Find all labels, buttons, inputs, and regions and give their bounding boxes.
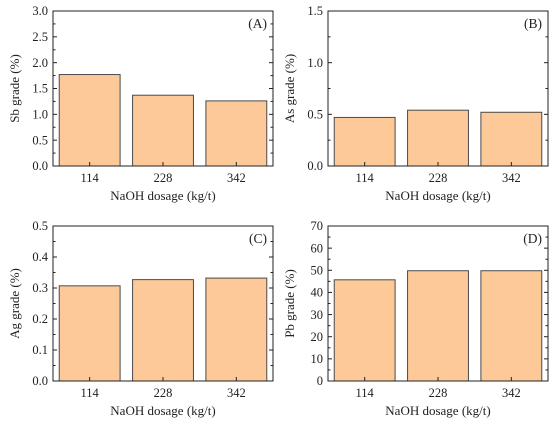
x-tick-label: 342 — [502, 386, 521, 400]
x-tick-label: 342 — [502, 171, 521, 185]
x-axis-title: NaOH dosage (kg/t) — [110, 403, 215, 418]
y-tick-label: 3.0 — [32, 4, 48, 18]
y-tick-label: 0.0 — [32, 159, 48, 173]
bar-114 — [58, 285, 121, 382]
y-axis-title: Pb grade (%) — [282, 269, 297, 338]
y-tick-label: 30 — [311, 308, 324, 322]
y-tick-label: 2.0 — [32, 56, 48, 70]
y-tick-label: 1.5 — [307, 4, 323, 18]
x-axis-title: NaOH dosage (kg/t) — [385, 403, 490, 418]
y-tick-label: 70 — [311, 219, 324, 233]
y-axis-title: Sb grade (%) — [7, 54, 22, 123]
bar-342 — [480, 111, 543, 167]
y-tick-label: 60 — [311, 241, 324, 255]
panel-label: (A) — [248, 16, 267, 31]
y-tick-label: 0.5 — [307, 108, 323, 122]
y-axis-title: Ag grade (%) — [7, 268, 22, 339]
y-tick-label: 0.2 — [32, 312, 48, 326]
x-tick-label: 228 — [429, 386, 448, 400]
bar-342 — [205, 277, 268, 382]
panel-label: (D) — [523, 231, 542, 246]
y-tick-label: 2.5 — [32, 30, 48, 44]
y-tick-label: 1.0 — [32, 108, 48, 122]
y-tick-label: 0.3 — [32, 281, 48, 295]
y-tick-label: 0.0 — [32, 374, 48, 388]
bar-114 — [333, 116, 396, 167]
y-tick-label: 0 — [317, 374, 323, 388]
chart-panel-d: 0 10 20 30 40 50 60 70 114 228 342 NaOH dosage (kg/… — [282, 219, 549, 418]
bar-342 — [205, 100, 268, 167]
bar-228 — [132, 279, 194, 382]
chart-panel-a: 0.0 0.5 1.0 1.5 2.0 2.5 3.0 114 228 342 NaOH dosag… — [7, 4, 274, 203]
y-tick-label: 0.1 — [32, 343, 48, 357]
x-tick-label: 342 — [227, 386, 246, 400]
y-tick-label: 0.5 — [32, 219, 48, 233]
bar-228 — [407, 270, 469, 382]
bar-342 — [480, 270, 543, 382]
y-tick-label: 10 — [311, 352, 324, 366]
y-tick-label: 20 — [311, 330, 324, 344]
y-axis-title: As grade (%) — [282, 54, 297, 123]
x-tick-label: 114 — [81, 171, 100, 185]
x-tick-label: 114 — [81, 386, 100, 400]
x-tick-label: 228 — [429, 171, 448, 185]
y-tick-label: 0.5 — [32, 133, 48, 147]
chart-panel-b: 0.0 0.5 1.0 1.5 114 228 342 NaOH dosage (kg/t) A… — [282, 4, 549, 203]
x-tick-label: 342 — [227, 171, 246, 185]
x-axis-title: NaOH dosage (kg/t) — [110, 188, 215, 203]
bar-114 — [58, 74, 121, 167]
x-tick-label: 228 — [154, 171, 173, 185]
x-tick-label: 114 — [356, 386, 375, 400]
bar-228 — [407, 109, 469, 167]
y-tick-label: 50 — [311, 263, 324, 277]
panel-label: (C) — [249, 231, 267, 246]
y-tick-label: 1.0 — [307, 56, 323, 70]
bar-228 — [132, 94, 194, 167]
y-tick-label: 0.0 — [307, 159, 323, 173]
x-tick-label: 114 — [356, 171, 375, 185]
y-tick-label: 0.4 — [32, 250, 48, 264]
bar-114 — [333, 279, 396, 382]
chart-panel-c: 0.0 0.1 0.2 0.3 0.4 0.5 114 228 342 NaOH dosage (… — [7, 219, 274, 418]
panel-label: (B) — [524, 16, 542, 31]
y-tick-label: 40 — [311, 286, 324, 300]
x-tick-label: 228 — [154, 386, 173, 400]
x-axis-title: NaOH dosage (kg/t) — [385, 188, 490, 203]
y-tick-label: 1.5 — [32, 82, 48, 96]
